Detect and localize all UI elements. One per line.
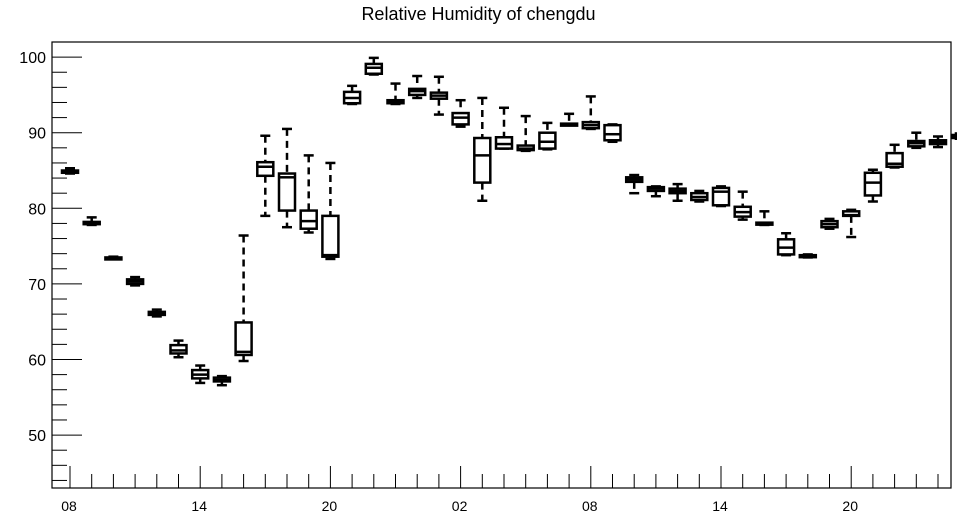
box-31 — [733, 190, 752, 221]
box-8 — [234, 234, 253, 363]
x-tick-label: 20 — [322, 498, 338, 514]
box-iqr — [256, 160, 275, 178]
x-tick-label: 08 — [61, 498, 77, 514]
box-iqr — [321, 214, 340, 258]
box-23 — [559, 112, 579, 127]
y-tick-label: 90 — [28, 126, 46, 143]
box-35 — [820, 217, 839, 230]
box-iqr — [473, 136, 492, 184]
box-iqr — [234, 321, 253, 357]
box-10 — [277, 127, 297, 229]
box-6 — [190, 364, 210, 385]
box-16 — [407, 74, 427, 100]
box-12 — [321, 161, 340, 261]
box-15 — [386, 82, 405, 106]
box-34 — [798, 253, 818, 259]
box-40 — [928, 135, 948, 149]
box-25 — [603, 123, 622, 144]
y-tick-label: 80 — [28, 201, 46, 218]
box-28 — [668, 182, 687, 202]
box-13 — [342, 84, 362, 106]
box-5 — [169, 339, 188, 359]
box-7 — [212, 374, 232, 387]
x-tick-label: 08 — [582, 498, 598, 514]
boxes-layer — [60, 56, 957, 387]
box-24 — [581, 95, 601, 131]
box-39 — [907, 131, 926, 150]
box-37 — [863, 168, 883, 203]
box-33 — [776, 232, 796, 257]
box-1 — [82, 216, 101, 227]
box-11 — [299, 154, 318, 234]
box-19 — [473, 96, 492, 202]
box-32 — [755, 210, 774, 227]
box-22 — [538, 121, 557, 151]
axes-layer: 5060708090100081420020814200208 — [19, 41, 952, 514]
box-0 — [60, 166, 80, 175]
y-tick-label: 100 — [19, 50, 46, 67]
box-18 — [451, 98, 470, 128]
box-14 — [364, 56, 384, 76]
x-tick-label: 20 — [842, 498, 858, 514]
box-iqr — [863, 171, 883, 197]
x-tick-label: 02 — [452, 498, 468, 514]
box-20 — [494, 106, 514, 150]
box-4 — [147, 308, 167, 318]
chart-title: Relative Humidity of chengdu — [361, 4, 596, 24]
x-tick-label: 14 — [712, 498, 728, 514]
box-27 — [646, 185, 666, 198]
box-21 — [516, 114, 535, 153]
box-17 — [429, 75, 449, 116]
box-2 — [104, 255, 123, 261]
x-tick-label: 14 — [191, 498, 207, 514]
box-iqr — [277, 172, 297, 212]
box-36 — [841, 208, 861, 239]
box-30 — [711, 185, 731, 208]
box-26 — [624, 173, 644, 195]
box-41 — [950, 132, 957, 141]
box-29 — [690, 189, 709, 203]
y-tick-label: 50 — [28, 428, 46, 445]
box-3 — [125, 275, 145, 287]
y-tick-label: 70 — [28, 277, 46, 294]
plot-frame — [51, 41, 952, 489]
box-9 — [256, 134, 275, 218]
box-38 — [885, 143, 904, 169]
y-tick-label: 60 — [28, 352, 46, 369]
box-iqr — [603, 123, 622, 142]
box-iqr — [299, 209, 318, 230]
